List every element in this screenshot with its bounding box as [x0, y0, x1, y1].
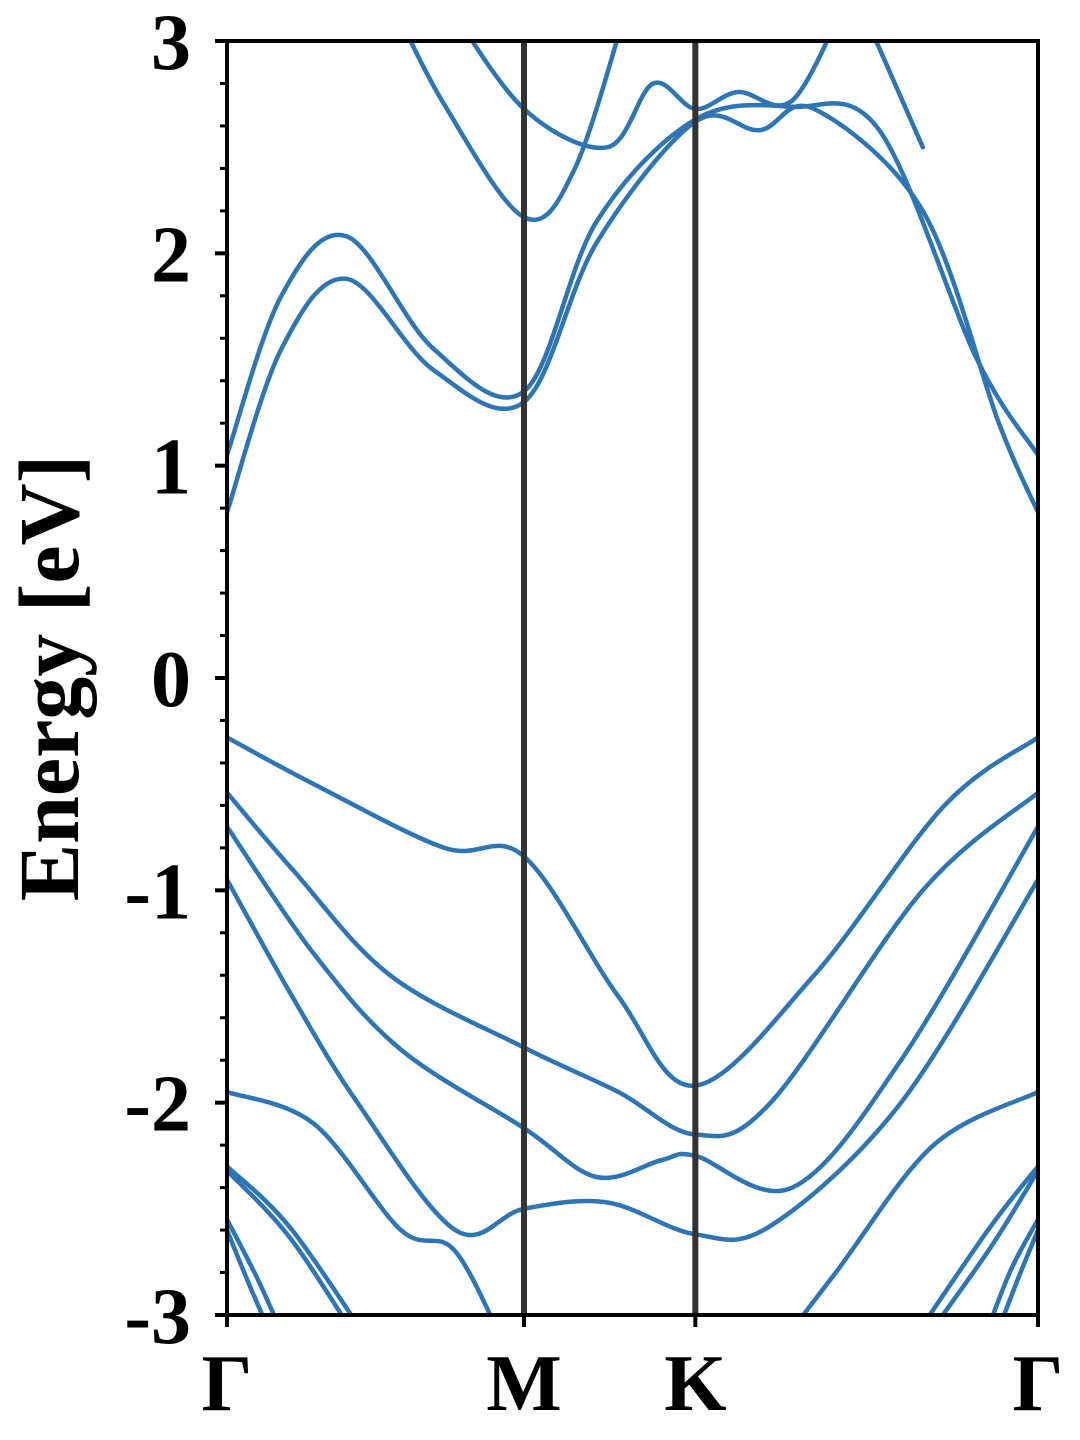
band-line-13 [926, 1164, 1038, 1315]
y-tick-label: -3 [124, 1273, 191, 1361]
x-tick-label: M [486, 1340, 562, 1428]
y-tick-label: 3 [151, 0, 191, 87]
band-line-3 [408, 41, 620, 222]
y-tick-label: 2 [151, 211, 191, 299]
y-axis-title: Energy [eV] [1, 455, 97, 902]
band-line-12 [227, 1164, 354, 1315]
x-tick-label: Γ [202, 1340, 253, 1428]
x-tick-label: Γ [1013, 1340, 1064, 1428]
band-line-10 [227, 1089, 493, 1315]
band-line-14 [227, 1168, 345, 1315]
band-line-16 [227, 1217, 277, 1315]
x-tick-label: K [664, 1340, 726, 1428]
band-line-17 [990, 1217, 1038, 1315]
band-line-6 [227, 735, 1038, 1088]
band-line-11 [800, 1089, 1038, 1315]
y-tick-label: -1 [124, 848, 191, 936]
band-line-19 [1001, 1227, 1038, 1315]
band-line-4 [469, 41, 830, 151]
band-line-18 [227, 1227, 265, 1315]
band-line-1 [227, 103, 1038, 515]
band-line-2 [227, 101, 1038, 458]
band-lines [227, 41, 1038, 1315]
band-line-15 [940, 1168, 1038, 1315]
band-line-5 [873, 41, 926, 150]
y-tick-label: -2 [124, 1061, 191, 1149]
y-tick-label: 1 [151, 424, 191, 512]
plot-frame [225, 39, 1040, 1317]
band-line-7 [227, 790, 1038, 1139]
band-line-9 [227, 877, 1038, 1243]
y-tick-label: 0 [151, 636, 191, 724]
band-line-8 [227, 824, 1038, 1194]
y-axis-ticks: -3 -2 -1 0 1 2 3 [124, 0, 227, 1361]
high-symmetry-dividers [521, 41, 699, 1315]
